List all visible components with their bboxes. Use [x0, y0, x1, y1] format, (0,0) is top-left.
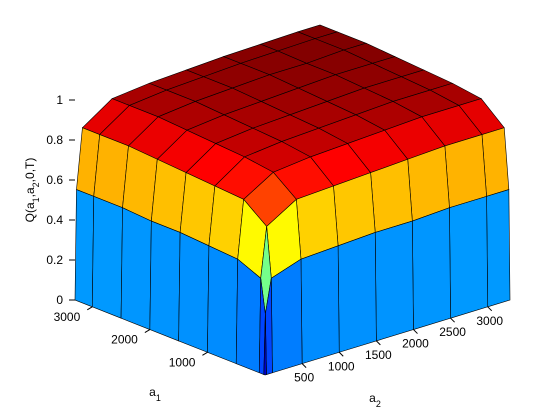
z-tick-label: 0.4 — [46, 213, 63, 227]
surface-patch — [235, 258, 262, 374]
z-tick-label: 0.6 — [46, 173, 63, 187]
x-tick — [202, 351, 208, 356]
y-tick — [450, 317, 455, 323]
y-tick-label: 1000 — [328, 359, 355, 373]
y-tick-label: 2000 — [402, 337, 429, 351]
x-tick-label: 1000 — [169, 355, 196, 369]
y-tick — [487, 306, 493, 312]
surface-patch — [412, 207, 451, 330]
z-tick-label: 1 — [56, 93, 63, 107]
surface-patch — [178, 231, 210, 353]
x-tick — [144, 329, 151, 333]
z-tick-label: 0.2 — [46, 253, 63, 267]
surface-patch — [149, 220, 181, 342]
surface-patch — [270, 258, 303, 374]
surface-patch — [486, 189, 511, 308]
surface-patch — [207, 245, 238, 365]
y-tick — [376, 340, 381, 346]
y-tick — [413, 329, 418, 334]
x-axis-label: a1 — [149, 385, 161, 403]
surface-patch — [449, 195, 489, 319]
x-tick — [87, 306, 93, 311]
surface-patch — [444, 134, 487, 209]
surface-patch — [74, 189, 95, 308]
surface-patch — [337, 232, 377, 353]
surface-patch — [374, 220, 414, 342]
surface — [74, 24, 511, 376]
surface-patch — [370, 158, 413, 233]
surface-patch — [151, 158, 187, 233]
surface-patch — [300, 245, 340, 365]
z-axis-label: Q(a1,a2,0,T) — [23, 158, 41, 223]
y-tick-label: 3000 — [476, 314, 503, 328]
y-tick-label: 1500 — [365, 348, 392, 362]
y-tick — [338, 351, 344, 357]
x-tick-label: 3000 — [54, 310, 81, 324]
y-axis-label: a2 — [369, 391, 381, 409]
z-tick-label: 0 — [56, 293, 63, 307]
surface-patch — [120, 207, 152, 330]
y-tick-label: 2500 — [439, 325, 466, 339]
z-tick-label: 0.8 — [46, 133, 63, 147]
y-tick-label: 500 — [294, 371, 314, 385]
y-tick — [301, 363, 307, 368]
surface-patch — [122, 145, 158, 222]
surface-patch — [91, 195, 123, 319]
x-tick-label: 2000 — [111, 333, 138, 347]
surface-patch — [263, 314, 267, 376]
surface-patch — [93, 134, 129, 209]
